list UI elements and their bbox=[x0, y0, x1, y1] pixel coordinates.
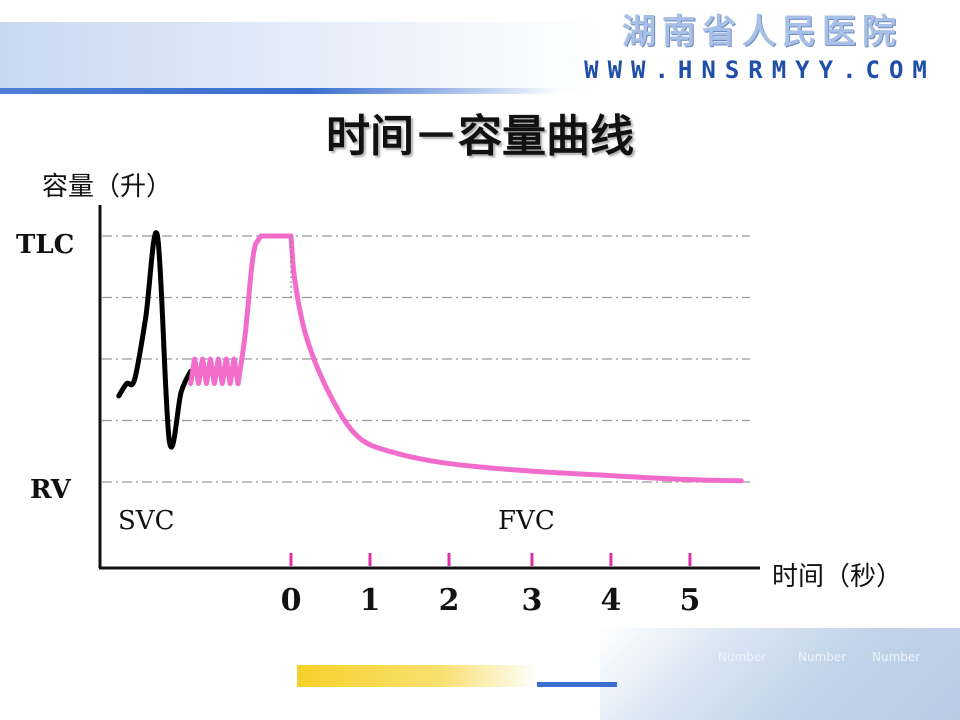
series-fvc bbox=[288, 233, 744, 484]
series-layer bbox=[116, 230, 744, 484]
annotation-svc: SVC bbox=[118, 506, 174, 536]
footer-number-3: Number bbox=[872, 650, 921, 664]
x-tick-label-5: 5 bbox=[680, 583, 701, 618]
y-level-label-tlc: TLC bbox=[16, 230, 74, 260]
x-tick-label-1: 1 bbox=[360, 583, 381, 618]
footer-accent bbox=[537, 682, 617, 687]
annotation-fvc: FVC bbox=[498, 506, 555, 536]
series-tidal-breathing bbox=[188, 356, 241, 387]
series-max-inspiration bbox=[235, 233, 294, 387]
x-tick-label-4: 4 bbox=[601, 583, 622, 618]
hospital-name: 湖南省人民医院 bbox=[622, 12, 902, 52]
x-tick-label-0: 0 bbox=[281, 583, 302, 618]
footer-number-2: Number bbox=[798, 650, 847, 664]
x-tick-label-2: 2 bbox=[439, 583, 460, 618]
footer-decoration: Number Number Number bbox=[600, 628, 960, 720]
series-svc bbox=[116, 230, 194, 450]
y-axis-label: 容量（升） bbox=[42, 172, 172, 202]
axes-layer bbox=[98, 205, 760, 570]
header-accent-line bbox=[0, 88, 560, 94]
ticks-layer: 0 1 2 3 4 5 bbox=[281, 553, 701, 618]
hospital-url: WWW.HNSRMYY.COM bbox=[584, 56, 936, 84]
x-axis-label: 时间（秒） bbox=[772, 562, 902, 592]
y-level-label-rv: RV bbox=[30, 475, 72, 505]
footer-yellow-bar bbox=[297, 665, 537, 687]
chart-title: 时间－容量曲线 bbox=[326, 111, 634, 162]
footer-number-1: Number bbox=[718, 650, 767, 664]
grid-layer bbox=[102, 235, 750, 483]
x-tick-label-3: 3 bbox=[522, 583, 543, 618]
header-band bbox=[0, 22, 600, 92]
